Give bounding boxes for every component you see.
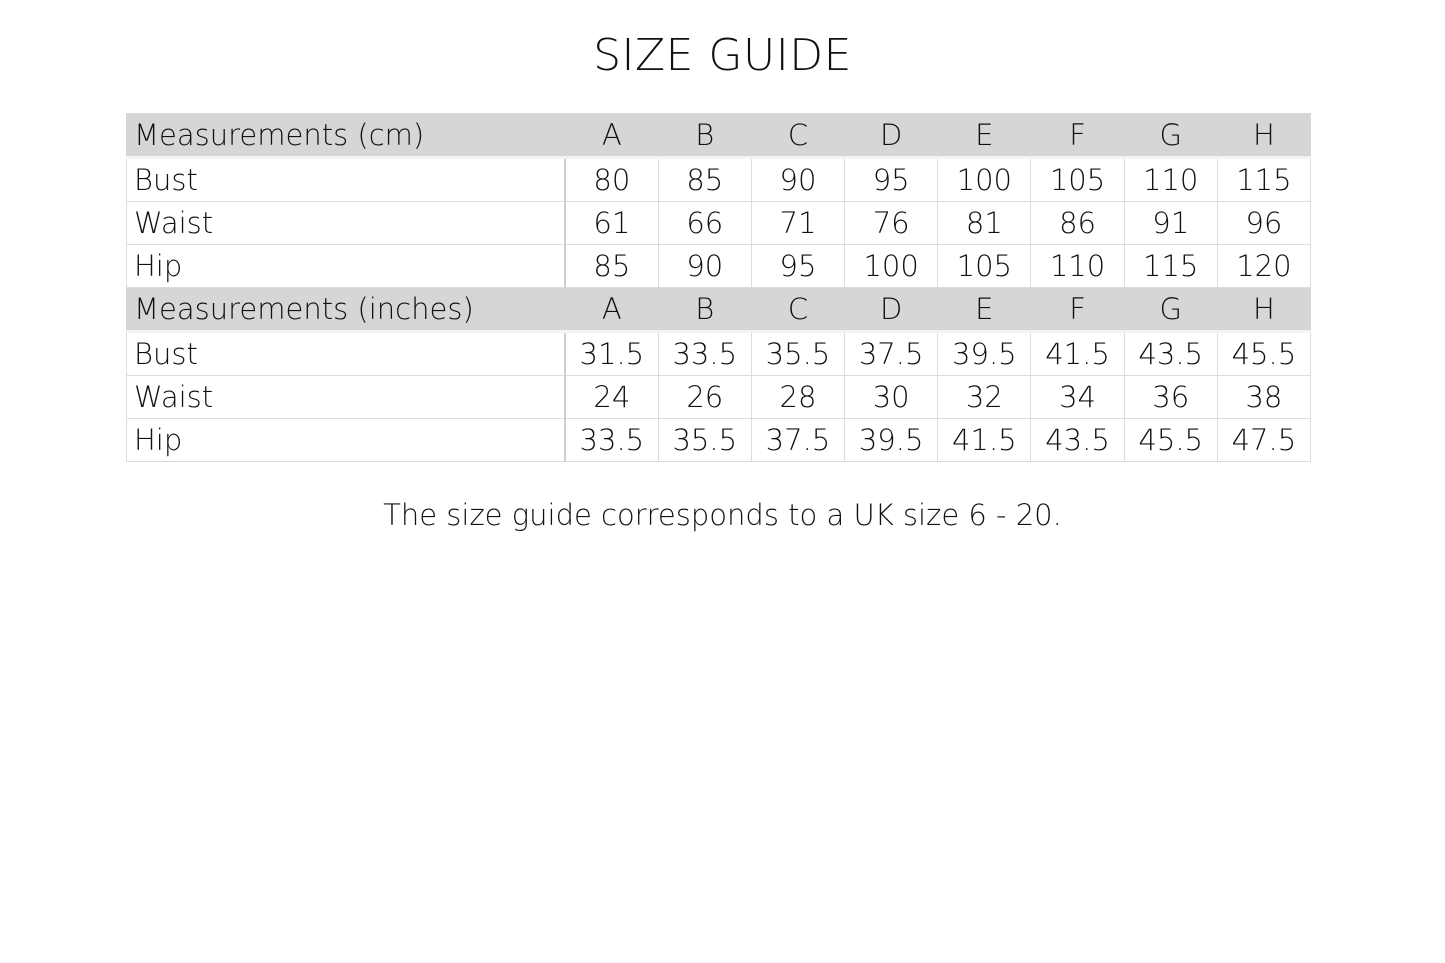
measurement-cell: 81 — [937, 201, 1032, 245]
measurement-cell: 38 — [1216, 375, 1312, 419]
measurement-cell: 39.5 — [937, 331, 1032, 376]
measurement-cell: 90 — [750, 157, 846, 202]
size-header: G — [1123, 113, 1218, 159]
measurement-cell: 34 — [1030, 375, 1125, 419]
size-header: H — [1216, 113, 1312, 159]
measurement-cell: 76 — [844, 201, 939, 245]
measurement-cell: 91 — [1123, 201, 1218, 245]
size-header: A — [564, 113, 659, 159]
table-row: Bust 80 85 90 95 100 105 110 115 — [126, 157, 1312, 202]
size-header: B — [657, 113, 752, 159]
size-header: E — [937, 113, 1032, 159]
size-header: D — [844, 287, 939, 333]
measurement-cell: 115 — [1123, 244, 1218, 288]
measurement-cell: 105 — [937, 244, 1032, 288]
measurement-cell: 100 — [937, 157, 1032, 202]
size-note: The size guide corresponds to a UK size … — [383, 498, 1062, 532]
size-guide-table: Measurements (cm) A B C D E F G H Bust 80 85 90 95 100… — [126, 113, 1312, 462]
size-header: F — [1030, 113, 1125, 159]
measurement-cell: 115 — [1216, 157, 1312, 202]
measurement-cell: 86 — [1030, 201, 1125, 245]
size-header: F — [1030, 287, 1125, 333]
measurement-cell: 33.5 — [564, 418, 659, 462]
size-header: C — [750, 113, 846, 159]
size-header: D — [844, 113, 939, 159]
table-row: Waist 61 66 71 76 81 86 91 96 — [126, 201, 1312, 245]
measurement-cell: 110 — [1123, 157, 1218, 202]
measurement-cell: 71 — [750, 201, 846, 245]
measurement-cell: 39.5 — [844, 418, 939, 462]
measurement-cell: 41.5 — [1030, 331, 1125, 376]
section-header-row: Measurements (inches) A B C D E F G H — [126, 287, 1312, 333]
measurement-cell: 43.5 — [1123, 331, 1218, 376]
size-header: A — [564, 287, 659, 333]
table-row: Hip 33.5 35.5 37.5 39.5 41.5 43.5 45.5 47.5 — [126, 418, 1312, 462]
measurement-cell: 47.5 — [1216, 418, 1312, 462]
measurement-cell: 37.5 — [844, 331, 939, 376]
table-row: Hip 85 90 95 100 105 110 115 120 — [126, 244, 1312, 288]
measurement-cell: 41.5 — [937, 418, 1032, 462]
size-header: H — [1216, 287, 1312, 333]
size-header: C — [750, 287, 846, 333]
measurement-cell: 95 — [844, 157, 939, 202]
measurement-cell: 31.5 — [564, 331, 659, 376]
measurement-cell: 45.5 — [1216, 331, 1312, 376]
measurement-cell: 33.5 — [657, 331, 752, 376]
row-label: Hip — [126, 418, 566, 462]
page-title: SIZE GUIDE — [593, 30, 852, 81]
size-header: E — [937, 287, 1032, 333]
measurement-cell: 120 — [1216, 244, 1312, 288]
measurement-cell: 105 — [1030, 157, 1125, 202]
measurement-cell: 26 — [657, 375, 752, 419]
row-label: Bust — [126, 331, 566, 376]
measurement-cell: 32 — [937, 375, 1032, 419]
size-header: G — [1123, 287, 1218, 333]
section-header-row: Measurements (cm) A B C D E F G H — [126, 113, 1312, 159]
section-header: Measurements (cm) — [126, 113, 566, 159]
measurement-cell: 28 — [750, 375, 846, 419]
measurement-cell: 85 — [564, 244, 659, 288]
row-label: Hip — [126, 244, 566, 288]
measurement-cell: 36 — [1123, 375, 1218, 419]
row-label: Waist — [126, 375, 566, 419]
measurement-cell: 30 — [844, 375, 939, 419]
measurement-cell: 61 — [564, 201, 659, 245]
measurement-cell: 85 — [657, 157, 752, 202]
measurement-cell: 43.5 — [1030, 418, 1125, 462]
table-row: Bust 31.5 33.5 35.5 37.5 39.5 41.5 43.5 45.5 — [126, 331, 1312, 376]
measurement-cell: 110 — [1030, 244, 1125, 288]
measurement-cell: 100 — [844, 244, 939, 288]
measurement-cell: 66 — [657, 201, 752, 245]
measurement-cell: 45.5 — [1123, 418, 1218, 462]
measurement-cell: 37.5 — [750, 418, 846, 462]
row-label: Waist — [126, 201, 566, 245]
section-header: Measurements (inches) — [126, 287, 566, 333]
measurement-cell: 96 — [1216, 201, 1312, 245]
table-row: Waist 24 26 28 30 32 34 36 38 — [126, 375, 1312, 419]
size-header: B — [657, 287, 752, 333]
measurement-cell: 35.5 — [750, 331, 846, 376]
measurement-cell: 80 — [564, 157, 659, 202]
measurement-cell: 95 — [750, 244, 846, 288]
row-label: Bust — [126, 157, 566, 202]
measurement-cell: 35.5 — [657, 418, 752, 462]
measurement-cell: 24 — [564, 375, 659, 419]
measurement-cell: 90 — [657, 244, 752, 288]
